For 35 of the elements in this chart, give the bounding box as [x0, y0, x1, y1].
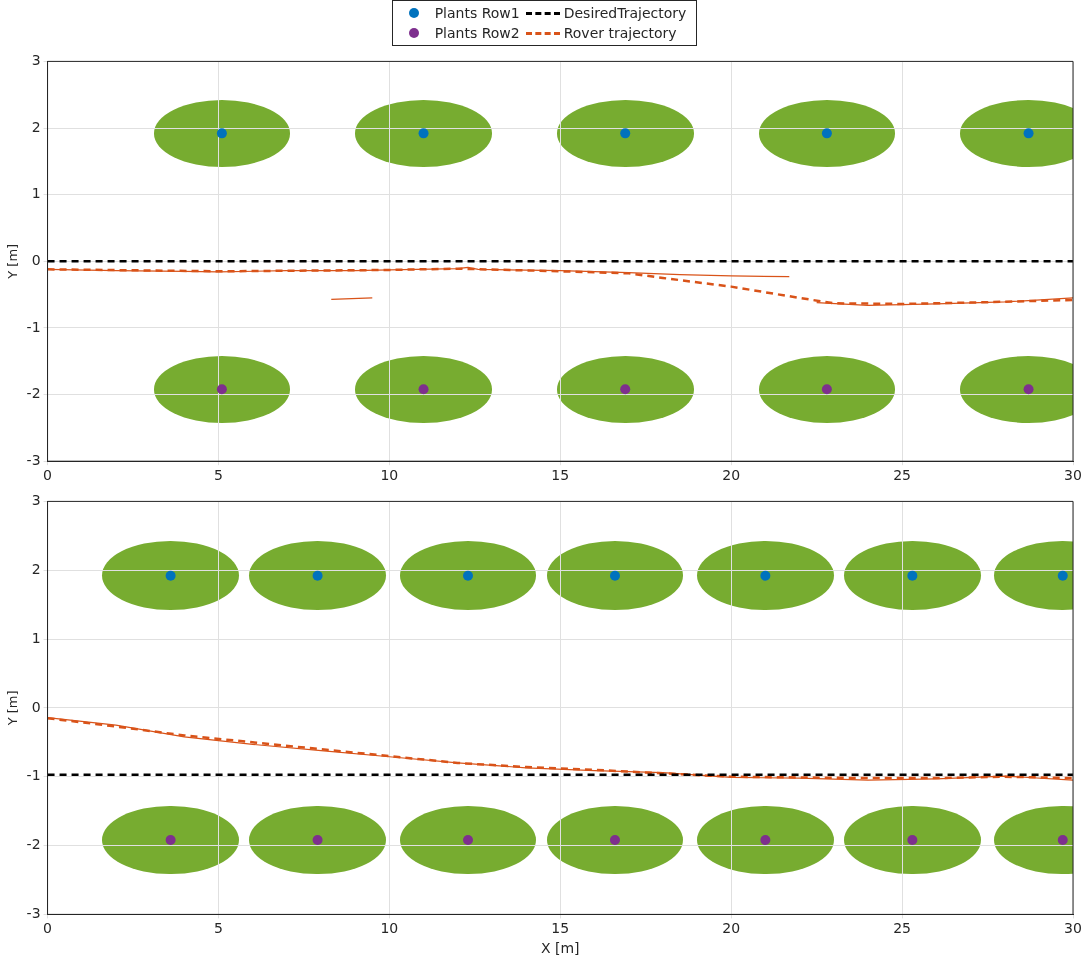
- y-tick-label: -1: [26, 318, 41, 335]
- x-tick-label: 15: [551, 920, 570, 937]
- x-axis-title: X [m]: [540, 940, 580, 957]
- y-tick-label: 3: [31, 492, 41, 509]
- y-tick-label: -3: [26, 905, 41, 922]
- x-tick-label: 10: [380, 920, 399, 937]
- y-tick-label: -3: [26, 451, 41, 468]
- y-tick-label: 2: [31, 118, 41, 135]
- x-tick-label: 20: [722, 467, 741, 484]
- x-tick-label: 15: [551, 467, 570, 484]
- legend-label: Plants Row1: [434, 5, 520, 21]
- x-tick-label: 10: [380, 467, 399, 484]
- y-tick-label: 2: [31, 560, 41, 577]
- y-tick-label: -1: [26, 767, 41, 784]
- y-tick-label: 1: [31, 185, 41, 202]
- y-tick-label: -2: [26, 385, 41, 402]
- x-tick-label: 25: [893, 920, 912, 937]
- legend-label: Rover trajectory: [563, 25, 677, 41]
- x-tick-label: 30: [1064, 467, 1082, 484]
- y-tick-label: -2: [26, 836, 41, 853]
- legend-label: DesiredTrajectory: [563, 5, 687, 21]
- x-tick-label: 5: [214, 920, 223, 937]
- y-tick-label: 1: [31, 629, 41, 646]
- y-tick-label: 3: [31, 52, 41, 69]
- x-tick-label: 5: [214, 467, 223, 484]
- x-tick-label: 0: [43, 467, 53, 484]
- x-tick-label: 0: [43, 920, 53, 937]
- y-axis-title: Y [m]: [5, 243, 21, 280]
- x-tick-label: 30: [1064, 920, 1082, 937]
- y-axis-title: Y [m]: [5, 690, 21, 727]
- legend-label: Plants Row2: [434, 25, 520, 41]
- x-tick-label: 20: [722, 920, 741, 937]
- y-tick-label: 0: [31, 251, 41, 268]
- x-tick-label: 25: [893, 467, 912, 484]
- y-tick-label: 0: [31, 698, 41, 715]
